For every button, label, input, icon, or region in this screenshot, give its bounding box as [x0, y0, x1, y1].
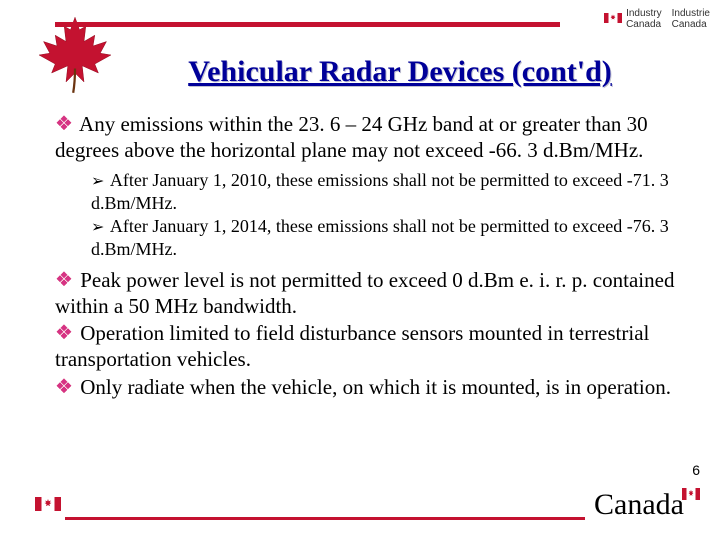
- sub-bullet-2-text: After January 1, 2014, these emissions s…: [91, 216, 669, 259]
- arrow-bullet-icon: ➢: [91, 173, 104, 190]
- bullet-3-text: Operation limited to field disturbance s…: [55, 321, 649, 371]
- header-logo-text-en: Industry Canada: [626, 8, 662, 30]
- arrow-bullet-icon: ➢: [91, 219, 104, 236]
- canada-wordmark: Canada: [594, 474, 700, 522]
- bullet-1: ❖ Any emissions within the 23. 6 – 24 GH…: [55, 112, 680, 260]
- wordmark-flag-icon: [682, 474, 700, 508]
- bullet-2-text: Peak power level is not permitted to exc…: [55, 268, 674, 318]
- sub-bullet-1-text: After January 1, 2010, these emissions s…: [91, 170, 669, 213]
- logo-line1-fr: Industrie: [672, 8, 710, 19]
- header-logo-text-fr: Industrie Canada: [672, 8, 710, 30]
- header-gov-logo: Industry Canada Industrie Canada: [604, 8, 710, 30]
- logo-line2: Canada: [626, 19, 661, 30]
- slide-content: ❖ Any emissions within the 23. 6 – 24 GH…: [55, 112, 680, 402]
- bullet-4: ❖ Only radiate when the vehicle, on whic…: [55, 375, 680, 401]
- bullet-1-sublist: ➢ After January 1, 2010, these emissions…: [91, 169, 680, 260]
- sub-bullet-1: ➢ After January 1, 2010, these emissions…: [91, 169, 680, 215]
- canada-wordmark-text: Canada: [594, 488, 684, 522]
- canada-flag-icon: [604, 10, 622, 28]
- footer-red-bar: [65, 517, 585, 520]
- diamond-bullet-icon: ❖: [55, 375, 73, 399]
- header-red-bar: [55, 22, 560, 27]
- diamond-bullet-icon: ❖: [55, 268, 73, 292]
- bullet-3: ❖ Operation limited to field disturbance…: [55, 321, 680, 372]
- diamond-bullet-icon: ❖: [55, 321, 73, 345]
- slide-footer: Canada: [35, 492, 700, 522]
- logo-line1: Industry: [626, 8, 662, 19]
- bullet-4-text: Only radiate when the vehicle, on which …: [80, 375, 671, 399]
- sub-bullet-2: ➢ After January 1, 2014, these emissions…: [91, 215, 680, 261]
- slide-title: Vehicular Radar Devices (cont'd): [120, 55, 680, 89]
- logo-line2-fr: Canada: [672, 19, 707, 30]
- footer-flag-icon: [35, 497, 61, 516]
- bullet-2: ❖ Peak power level is not permitted to e…: [55, 268, 680, 319]
- diamond-bullet-icon: ❖: [55, 112, 73, 136]
- bullet-1-text: Any emissions within the 23. 6 – 24 GHz …: [55, 112, 648, 162]
